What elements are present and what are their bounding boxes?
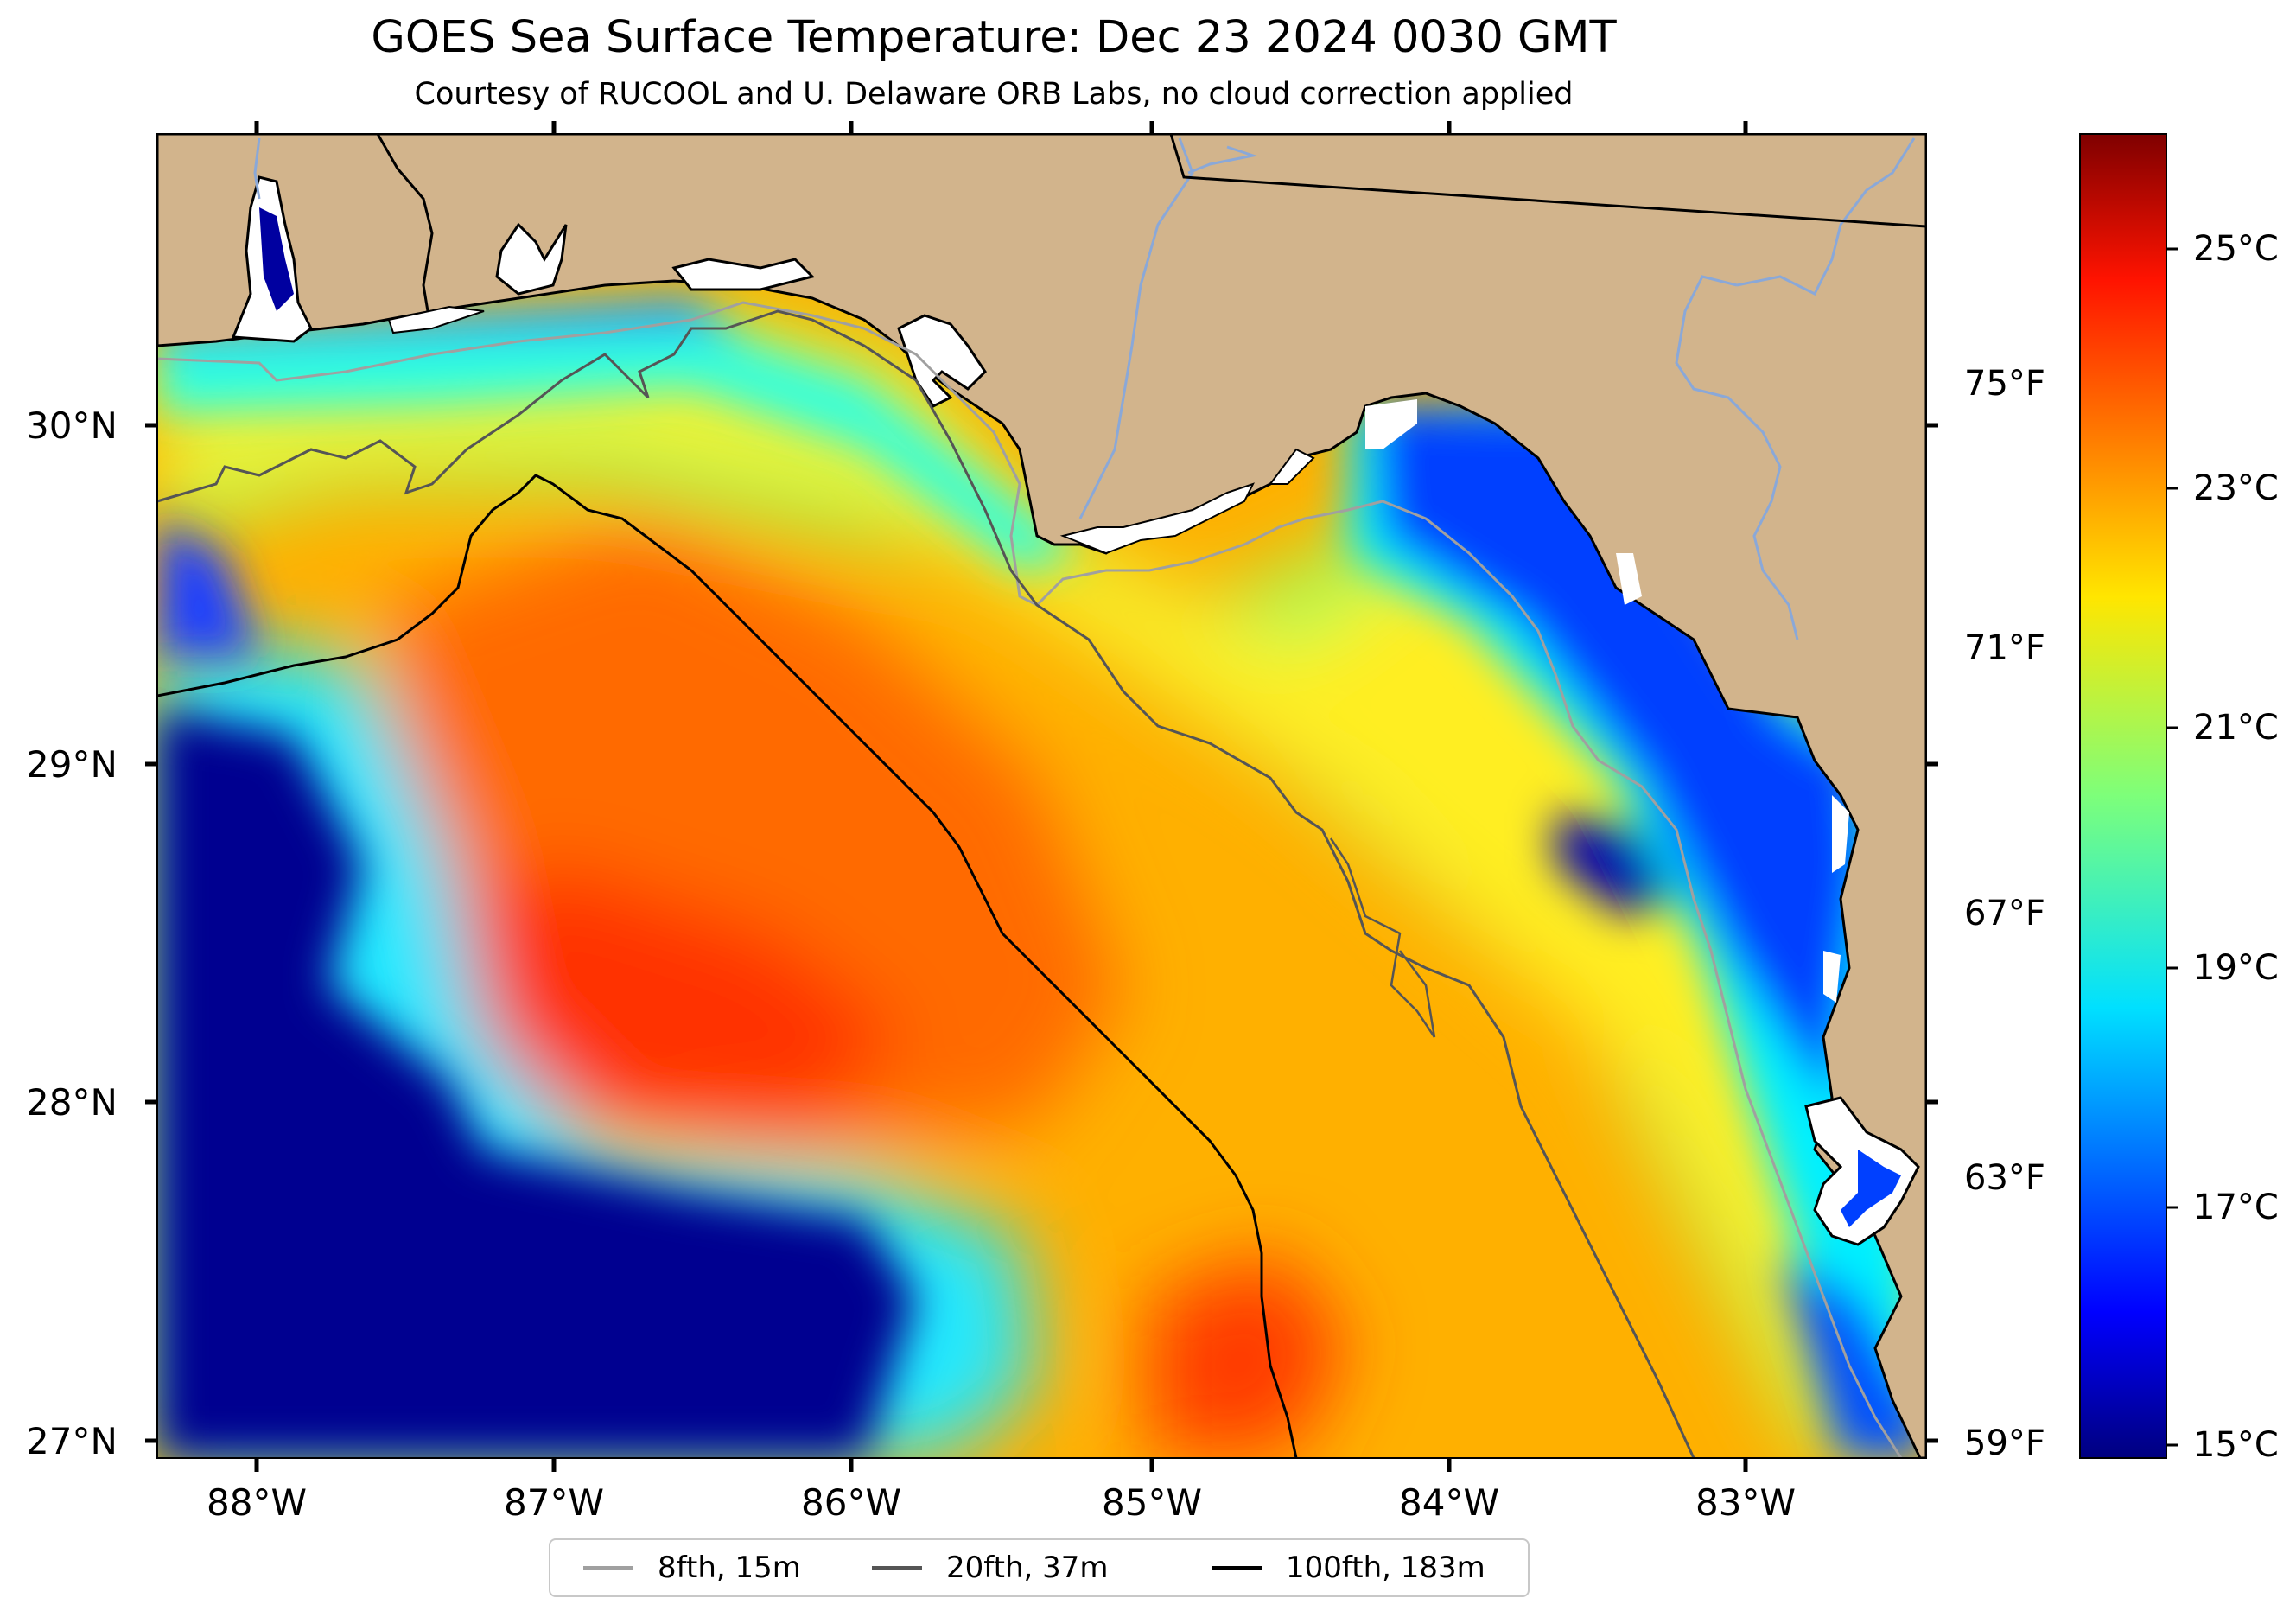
lon-label-85w: 85°W bbox=[1102, 1481, 1202, 1524]
lat-label-27n: 27°N bbox=[26, 1420, 118, 1462]
colorbar-f-label-63: 63°F bbox=[1964, 1158, 2045, 1198]
legend-label-100fth: 100fth, 183m bbox=[1286, 1551, 1485, 1585]
legend-label-20fth: 20fth, 37m bbox=[946, 1551, 1109, 1585]
legend-item-100fth: 100fth, 183m bbox=[1212, 1540, 1485, 1595]
colorbar-f-label-67: 67°F bbox=[1964, 894, 2045, 933]
colorbar-c-label-19: 19°C bbox=[2193, 948, 2279, 988]
lat-label-29n: 29°N bbox=[26, 743, 118, 786]
colorbar-c-label-23: 23°C bbox=[2193, 468, 2279, 508]
legend-swatch-100fth bbox=[1212, 1566, 1262, 1570]
lat-label-30n: 30°N bbox=[26, 404, 118, 447]
colorbar bbox=[2079, 133, 2178, 1459]
map-ticks bbox=[145, 121, 1938, 1472]
lon-label-87w: 87°W bbox=[504, 1481, 604, 1524]
isobaths bbox=[157, 301, 1903, 1458]
legend-label-8fth: 8fth, 15m bbox=[658, 1551, 801, 1585]
lon-label-86w: 86°W bbox=[801, 1481, 901, 1524]
lon-label-88w: 88°W bbox=[207, 1481, 307, 1524]
legend-item-20fth: 20fth, 37m bbox=[872, 1540, 1109, 1595]
sst-field bbox=[157, 134, 1926, 1458]
land bbox=[157, 134, 1926, 1458]
colorbar-f-label-59: 59°F bbox=[1964, 1423, 2045, 1463]
colorbar-c-label-17: 17°C bbox=[2193, 1188, 2279, 1227]
isobath-legend: 8fth, 15m 20fth, 37m 100fth, 183m bbox=[549, 1538, 1530, 1597]
legend-swatch-20fth bbox=[872, 1566, 922, 1570]
lon-label-84w: 84°W bbox=[1399, 1481, 1499, 1524]
colorbar-c-label-25: 25°C bbox=[2193, 229, 2279, 269]
map-title: GOES Sea Surface Temperature: Dec 23 202… bbox=[371, 12, 1617, 63]
lat-label-28n: 28°N bbox=[26, 1081, 118, 1124]
legend-swatch-8fth bbox=[583, 1566, 633, 1570]
colorbar-f-label-71: 71°F bbox=[1964, 628, 2045, 668]
map-subtitle: Courtesy of RUCOOL and U. Delaware ORB L… bbox=[414, 77, 1574, 111]
colorbar-c-label-21: 21°C bbox=[2193, 708, 2279, 748]
lon-label-83w: 83°W bbox=[1695, 1481, 1796, 1524]
legend-item-8fth: 8fth, 15m bbox=[583, 1540, 801, 1595]
colorbar-f-label-75: 75°F bbox=[1964, 364, 2045, 404]
colorbar-c-label-15: 15°C bbox=[2193, 1425, 2279, 1465]
